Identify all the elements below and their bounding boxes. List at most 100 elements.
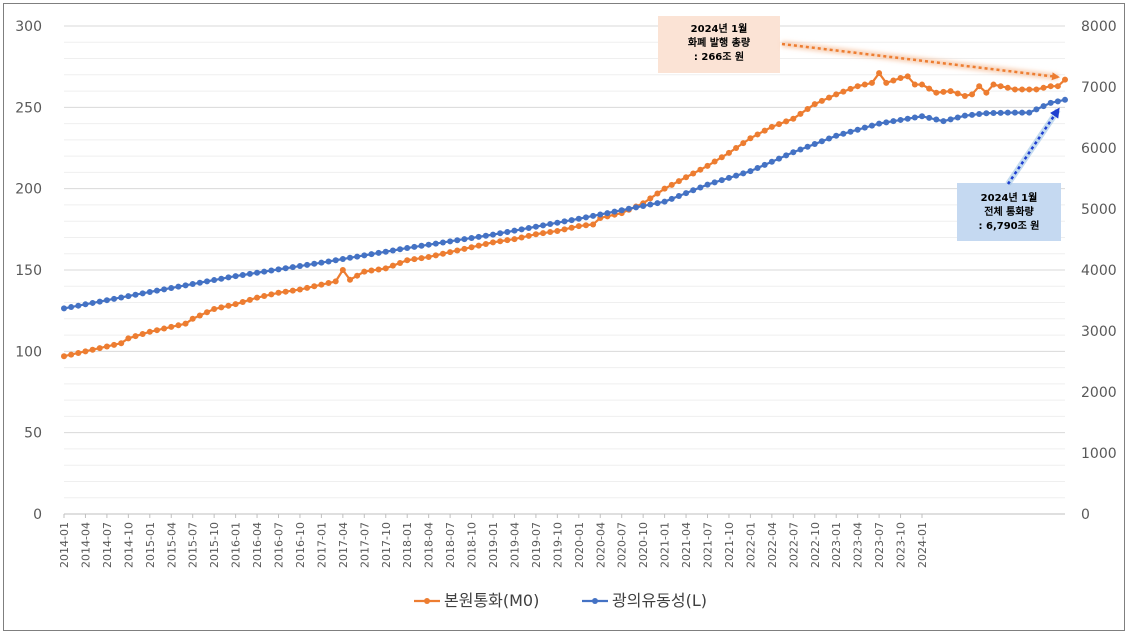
data-point: [96, 345, 103, 352]
annotation-text-m0: : 266조 원: [694, 50, 744, 63]
data-point: [1019, 86, 1026, 93]
data-point: [747, 135, 754, 142]
data-point: [153, 327, 160, 334]
data-point: [697, 184, 704, 191]
data-point: [1019, 109, 1026, 116]
data-point: [1026, 86, 1033, 93]
x-tick-label: 2018-10: [466, 522, 479, 568]
gridlines: [64, 25, 1065, 515]
data-point: [354, 253, 361, 260]
data-point: [389, 247, 396, 254]
data-point: [111, 341, 118, 348]
data-point: [711, 179, 718, 186]
data-point: [82, 301, 89, 308]
data-point: [868, 79, 875, 86]
annotation-text-l: 2024년 1월: [981, 191, 1038, 204]
data-point: [554, 227, 561, 234]
data-point: [647, 201, 654, 208]
axes: 0501001502002503000100020003000400050006…: [15, 19, 1116, 568]
data-point: [633, 204, 639, 211]
data-point: [840, 88, 847, 95]
data-point: [776, 121, 782, 128]
annotation-arrow-m0: [781, 42, 1060, 81]
data-point: [547, 229, 554, 236]
data-point: [490, 231, 496, 238]
data-point: [826, 94, 833, 101]
x-tick-label: 2015-07: [187, 522, 200, 568]
data-point: [654, 200, 661, 207]
data-point: [933, 116, 940, 123]
data-point: [590, 221, 597, 228]
data-point: [103, 343, 110, 350]
annotation-box-m0: [658, 16, 780, 73]
data-point: [997, 83, 1004, 90]
data-point: [296, 286, 303, 293]
data-point: [1040, 84, 1047, 91]
data-point: [847, 85, 854, 92]
data-point: [347, 276, 353, 283]
data-point: [196, 312, 203, 319]
data-point: [711, 158, 718, 165]
data-point: [132, 291, 139, 298]
data-point: [818, 97, 825, 104]
data-point: [82, 348, 89, 355]
series-layer: [61, 70, 1068, 360]
annotation-arrow-l: [1006, 107, 1060, 185]
data-point: [146, 288, 153, 295]
data-point: [804, 105, 811, 112]
data-point: [232, 301, 239, 308]
y-right-tick-label: 2000: [1081, 385, 1117, 401]
data-point: [182, 282, 189, 289]
data-point: [940, 118, 947, 125]
data-point: [189, 281, 196, 288]
data-point: [304, 284, 311, 291]
data-point: [961, 112, 968, 119]
data-point: [783, 152, 790, 159]
data-point: [847, 128, 854, 135]
x-tick-label: 2021-10: [723, 522, 736, 568]
x-tick-label: 2015-10: [208, 522, 221, 568]
y-left-tick-label: 200: [15, 182, 42, 198]
data-point: [490, 239, 496, 246]
data-point: [547, 221, 554, 228]
data-point: [361, 252, 368, 259]
data-point: [175, 322, 182, 329]
data-point: [368, 267, 375, 274]
data-point: [704, 181, 711, 188]
data-point: [747, 168, 754, 175]
data-point: [811, 141, 818, 148]
data-point: [783, 118, 790, 125]
data-point: [768, 123, 775, 130]
x-tick-label: 2017-07: [358, 522, 371, 568]
data-point: [733, 172, 740, 179]
data-point: [325, 280, 332, 287]
x-tick-label: 2019-01: [487, 522, 500, 568]
data-point: [575, 215, 582, 222]
data-point: [182, 320, 189, 327]
data-point: [96, 298, 103, 305]
data-point: [990, 81, 997, 88]
data-point: [161, 286, 168, 293]
x-tick-label: 2016-10: [294, 522, 307, 568]
data-point: [704, 162, 711, 169]
data-point: [504, 237, 511, 244]
data-point: [132, 333, 139, 340]
data-point: [1047, 83, 1054, 90]
data-point: [375, 266, 382, 273]
data-point: [969, 111, 976, 118]
data-point: [718, 154, 725, 161]
data-point: [232, 273, 239, 280]
data-point: [168, 323, 175, 330]
data-point: [890, 118, 897, 125]
x-tick-label: 2015-04: [165, 522, 178, 568]
y-left-tick-label: 50: [24, 426, 42, 442]
data-point: [397, 246, 404, 253]
y-right-tick-label: 1000: [1081, 446, 1117, 462]
data-point: [118, 294, 125, 301]
data-point: [733, 145, 740, 151]
data-point: [661, 198, 668, 205]
x-tick-label: 2014-01: [58, 522, 71, 568]
data-point: [125, 293, 132, 300]
y-right-tick-label: 8000: [1081, 19, 1117, 35]
